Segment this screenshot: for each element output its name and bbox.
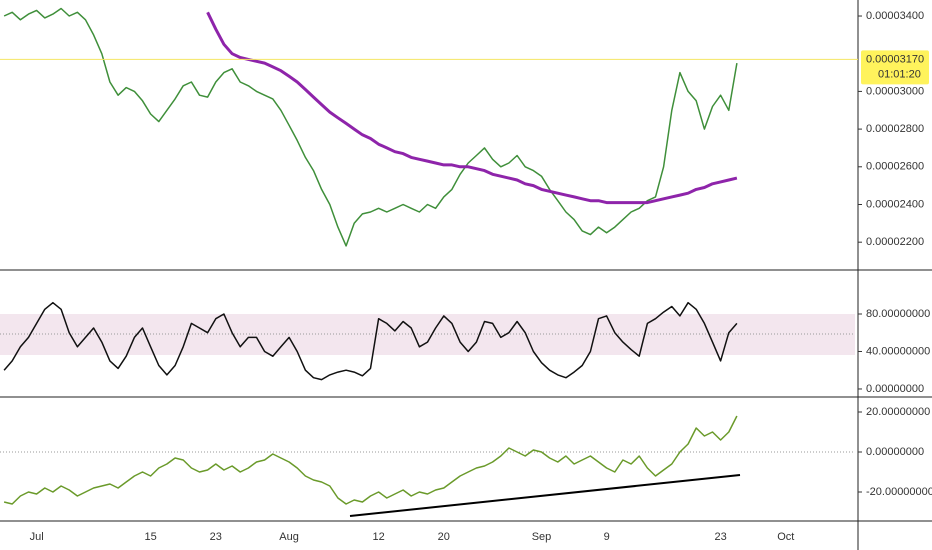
y-tick-label: 80.00000000 [866, 308, 930, 320]
x-tick-label: 23 [210, 531, 222, 543]
x-tick-label: 20 [438, 531, 450, 543]
y-tick-label: 0.00003000 [866, 85, 924, 97]
y-tick-label: -20.00000000 [866, 486, 932, 498]
x-tick-label: Aug [279, 531, 299, 543]
x-tick-label: Oct [777, 531, 794, 543]
y-tick-label: 0.00002400 [866, 198, 924, 210]
data-line [3, 415, 738, 505]
trendline [349, 474, 741, 517]
y-tick-label: 0.00000000 [866, 446, 924, 458]
countdown-label: 01:01:20 [878, 68, 921, 80]
data-line [206, 11, 738, 205]
x-tick-label: 9 [604, 531, 610, 543]
x-tick-label: Jul [30, 531, 44, 543]
last-price-box [861, 50, 929, 85]
data-line [3, 301, 738, 381]
last-price-label: 0.00003170 [866, 53, 924, 65]
y-tick-label: 0.00002200 [866, 236, 924, 248]
x-tick-label: 23 [715, 531, 727, 543]
y-tick-label: 0.00002800 [866, 123, 924, 135]
y-tick-label: 0.00000000 [866, 383, 924, 395]
y-tick-label: 40.00000000 [866, 345, 930, 357]
y-tick-label: 0.00002600 [866, 161, 924, 173]
data-line [3, 7, 738, 247]
y-tick-label: 20.00000000 [866, 406, 930, 418]
x-tick-label: 12 [373, 531, 385, 543]
x-tick-label: 15 [145, 531, 157, 543]
x-tick-label: Sep [532, 531, 552, 543]
y-tick-label: 0.00003400 [866, 10, 924, 22]
oscillator-band [0, 314, 855, 355]
